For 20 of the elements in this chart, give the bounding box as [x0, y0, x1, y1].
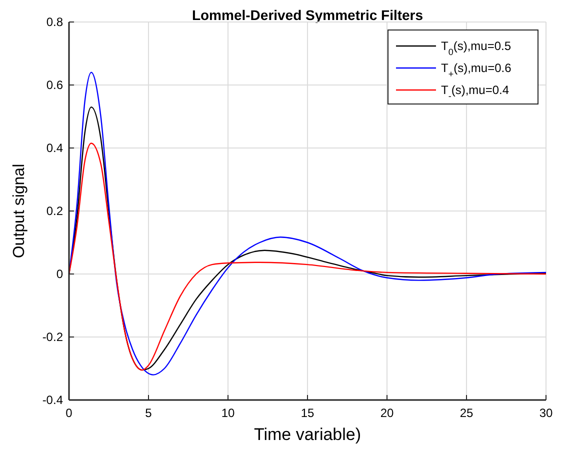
y-tick-label: 0.4 [46, 141, 64, 156]
x-tick-label: 0 [66, 406, 73, 420]
x-tick-label: 5 [145, 406, 152, 420]
y-tick-label: 0.6 [46, 78, 64, 92]
legend-label: T$_{-}$(s),mu=0.4 [441, 83, 510, 102]
x-axis-title: Time variable) [254, 425, 362, 444]
y-axis-title: Output signal [11, 164, 28, 258]
x-tick-label: 20 [380, 406, 394, 420]
y-tick-label: 0 [56, 267, 64, 282]
x-tick-label: 15 [300, 406, 314, 420]
legend-label: T$_{0}$(s),mu=0.5 [441, 39, 512, 58]
x-tick-label: 25 [460, 406, 474, 420]
legend-label: T$_{+}$(s),mu=0.6 [441, 61, 512, 80]
y-tick-label: -0.4 [42, 393, 64, 408]
y-tick-label: -0.2 [42, 330, 64, 344]
x-tick-label: 30 [539, 406, 553, 420]
y-tick-label: 0.2 [46, 204, 64, 218]
chart-title: Lommel-Derived Symmetric Filters [192, 7, 424, 23]
y-tick-label: 0.8 [46, 15, 64, 30]
x-tick-label: 10 [221, 406, 235, 420]
